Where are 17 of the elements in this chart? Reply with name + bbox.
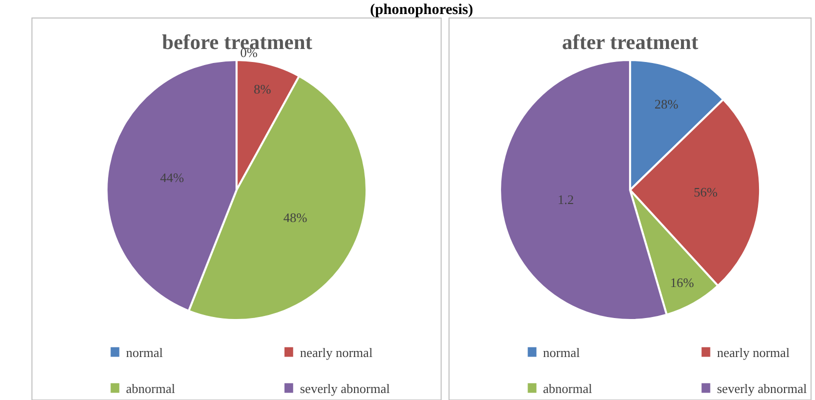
data-label: 56% — [694, 184, 718, 200]
legend-label: severly abnormal — [717, 381, 808, 396]
legend-label: normal — [126, 345, 164, 360]
chart-title: after treatment — [562, 30, 698, 54]
legend-label: normal — [543, 345, 580, 360]
data-label: 28% — [654, 96, 678, 112]
data-label: 16% — [670, 274, 694, 290]
legend-label: nearly normal — [717, 345, 790, 360]
data-label: 1.2 — [558, 192, 574, 207]
legend-label: severly abnormal — [300, 381, 390, 396]
legend-label: abnormal — [543, 381, 592, 396]
data-label: 44% — [160, 170, 184, 186]
data-label: 8% — [254, 82, 272, 97]
data-label: 48% — [283, 210, 308, 226]
text: (phonophoresis) — [370, 2, 474, 18]
legend-label: abnormal — [126, 381, 176, 396]
legend-label: nearly normal — [300, 345, 373, 360]
